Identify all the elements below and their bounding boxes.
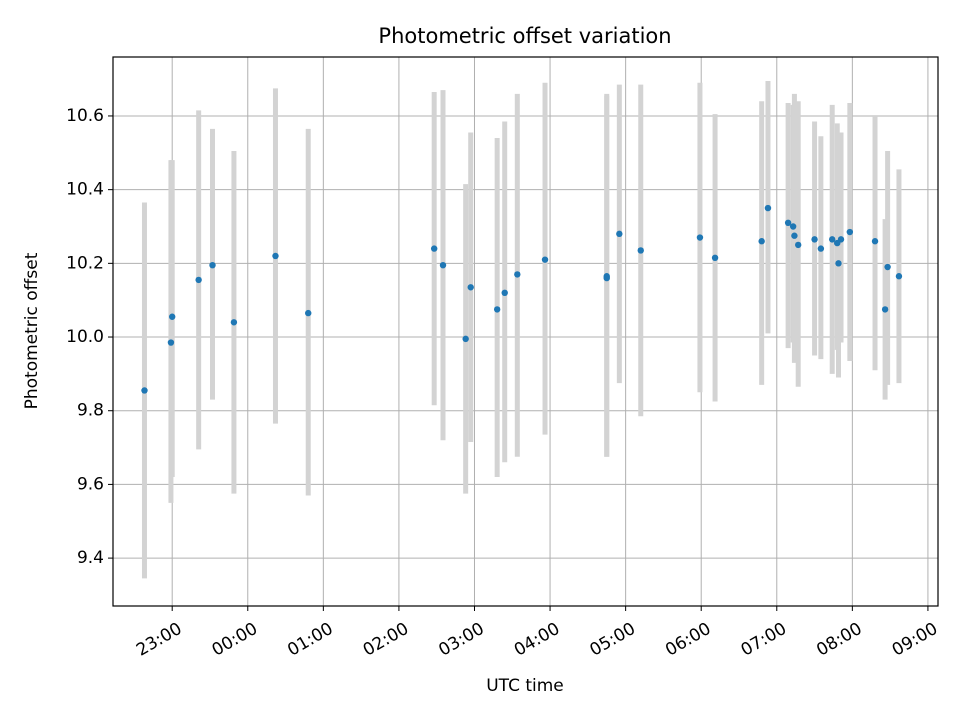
data-point (467, 284, 474, 291)
y-axis: 9.4 9.6 9.8 10.0 10.2 10.4 10.6 (66, 106, 113, 568)
y-tick-label: 10.4 (66, 180, 104, 200)
data-point (439, 261, 447, 269)
data-point (871, 238, 879, 245)
data-point (493, 306, 501, 313)
data-point (230, 319, 238, 326)
data-point (835, 260, 842, 267)
data-point (209, 261, 216, 269)
data-points (141, 204, 903, 394)
data-point (817, 245, 825, 252)
data-point (272, 252, 279, 260)
data-point (616, 230, 623, 238)
y-tick-label: 10.6 (66, 106, 104, 126)
data-point (789, 223, 797, 230)
data-point (791, 232, 798, 239)
data-point (811, 236, 818, 243)
plot-frame (112, 56, 939, 607)
data-point (141, 387, 148, 394)
data-point (881, 306, 889, 313)
data-point (846, 228, 854, 236)
data-point (430, 245, 438, 252)
data-point (305, 309, 312, 317)
y-axis-label: Photometric offset (22, 252, 42, 409)
data-point (195, 276, 202, 284)
data-point (758, 238, 765, 245)
data-point (696, 234, 704, 241)
y-tick-label: 9.8 (77, 401, 104, 421)
chart-title: Photometric offset variation (378, 24, 671, 48)
y-tick-label: 9.6 (77, 474, 104, 494)
y-tick-label: 10.2 (66, 253, 104, 273)
data-point (895, 273, 903, 280)
y-tick-label: 10.0 (66, 327, 104, 347)
data-point (711, 254, 719, 262)
data-point (828, 236, 836, 243)
data-point (837, 236, 845, 243)
data-point (462, 335, 469, 343)
data-point (603, 274, 610, 282)
data-point (794, 241, 802, 249)
data-point (784, 219, 792, 227)
data-point (501, 289, 508, 297)
x-axis-label: UTC time (486, 676, 564, 696)
data-point (541, 256, 549, 263)
data-point (884, 263, 891, 271)
y-tick-label: 9.4 (77, 548, 104, 568)
data-point (168, 313, 176, 320)
data-point (637, 247, 644, 254)
data-point (167, 339, 175, 346)
data-point (764, 204, 772, 212)
data-point (514, 271, 521, 278)
